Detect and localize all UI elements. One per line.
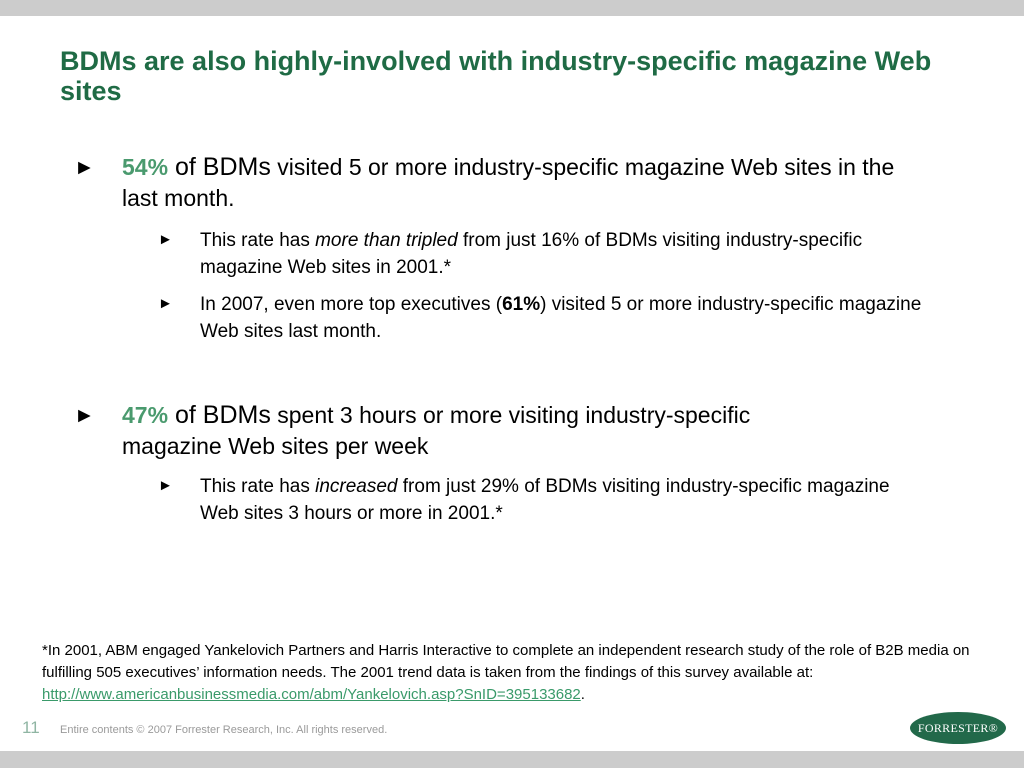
sub-bullet-text: In 2007, even more top executives (61%) … [200, 291, 930, 345]
bullet-arrow-icon: ► [74, 156, 95, 179]
sub-bullet-post: from just 29% of BDMs visiting industry-… [200, 476, 890, 524]
percent-value: 47% [122, 402, 169, 428]
sub-bullet-arrow-icon: ► [158, 477, 173, 494]
bottom-band [0, 751, 1024, 768]
source-link[interactable]: http://www.americanbusinessmedia.com/abm… [42, 686, 581, 703]
bullet-body: visited 5 or more industry-specific maga… [122, 154, 895, 211]
slide-title: BDMs are also highly-involved with indus… [60, 46, 932, 106]
sub-bullet-arrow-icon: ► [158, 295, 173, 312]
sub-bullet-text: This rate has increased from just 29% of… [200, 473, 930, 527]
sub-bullet-text: This rate has more than tripled from jus… [200, 227, 930, 281]
sub-bullet-pre: This rate has [200, 230, 316, 251]
sub-bullet-strong: 61% [502, 294, 541, 315]
sub-bullet-emphasis: more than tripled [315, 230, 458, 251]
sub-bullet-post: ) visited 5 or more industry-specific ma… [200, 294, 922, 342]
percent-value: 54% [122, 154, 169, 180]
sub-bullet-pre: In 2007, even more top executives ( [200, 294, 503, 315]
sub-bullet-arrow-icon: ► [158, 231, 173, 248]
bullet-body: spent 3 hours or more visiting industry-… [122, 402, 751, 459]
footnote-text: *In 2001, ABM engaged Yankelovich Partne… [42, 642, 970, 681]
top-band [0, 0, 1024, 16]
copyright-notice: Entire contents © 2007 Forrester Researc… [60, 724, 388, 736]
bullet-arrow-icon: ► [74, 404, 95, 427]
bullet-text: 54% of BDMs visited 5 or more industry-s… [122, 152, 922, 214]
page-number: 11 [22, 718, 40, 737]
bullet-lead: of BDMs [168, 153, 271, 181]
forrester-logo: FORRESTER® [910, 712, 1006, 744]
sub-bullet-emphasis: increased [315, 476, 398, 497]
footnote: *In 2001, ABM engaged Yankelovich Partne… [42, 640, 982, 706]
footnote-end: . [580, 686, 585, 703]
bullet-lead: of BDMs [168, 401, 271, 429]
sub-bullet-pre: This rate has [200, 476, 316, 497]
bullet-text: 47% of BDMs spent 3 hours or more visiti… [122, 400, 842, 462]
sub-bullet-post: from just 16% of BDMs visiting industry-… [200, 230, 863, 278]
